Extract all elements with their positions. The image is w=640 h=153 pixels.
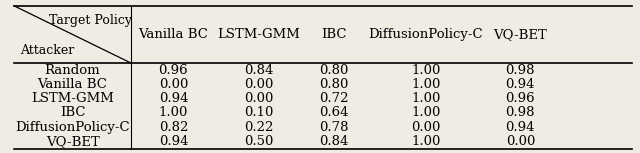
Text: 0.94: 0.94: [159, 92, 188, 105]
Text: 0.98: 0.98: [506, 106, 535, 119]
Text: 0.78: 0.78: [319, 121, 349, 134]
Text: 0.98: 0.98: [506, 64, 535, 77]
Text: 1.00: 1.00: [411, 106, 440, 119]
Text: 0.94: 0.94: [506, 121, 535, 134]
Text: 0.00: 0.00: [506, 135, 535, 148]
Text: DiffusionPolicy-C: DiffusionPolicy-C: [15, 121, 130, 134]
Text: DiffusionPolicy-C: DiffusionPolicy-C: [369, 28, 483, 41]
Text: Random: Random: [45, 64, 100, 77]
Text: 0.94: 0.94: [506, 78, 535, 91]
Text: IBC: IBC: [321, 28, 347, 41]
Text: IBC: IBC: [60, 106, 85, 119]
Text: 0.50: 0.50: [244, 135, 273, 148]
Text: 0.00: 0.00: [159, 78, 188, 91]
Text: 0.96: 0.96: [506, 92, 535, 105]
Text: 0.00: 0.00: [244, 78, 273, 91]
Text: 0.22: 0.22: [244, 121, 273, 134]
Text: 0.00: 0.00: [411, 121, 440, 134]
Text: 0.10: 0.10: [244, 106, 273, 119]
Text: 0.96: 0.96: [159, 64, 188, 77]
Text: 0.64: 0.64: [319, 106, 349, 119]
Text: 0.84: 0.84: [244, 64, 273, 77]
Text: 1.00: 1.00: [411, 92, 440, 105]
Text: 1.00: 1.00: [411, 78, 440, 91]
Text: 0.94: 0.94: [159, 135, 188, 148]
Text: 1.00: 1.00: [411, 135, 440, 148]
Text: 0.72: 0.72: [319, 92, 349, 105]
Text: 0.82: 0.82: [159, 121, 188, 134]
Text: Target Policy: Target Policy: [49, 14, 131, 27]
Text: LSTM-GMM: LSTM-GMM: [217, 28, 300, 41]
Text: Vanilla BC: Vanilla BC: [38, 78, 108, 91]
Text: 1.00: 1.00: [411, 64, 440, 77]
Text: 0.80: 0.80: [319, 64, 349, 77]
Text: VQ-BET: VQ-BET: [45, 135, 99, 148]
Text: 0.80: 0.80: [319, 78, 349, 91]
Text: VQ-BET: VQ-BET: [493, 28, 547, 41]
Text: 1.00: 1.00: [159, 106, 188, 119]
Text: Attacker: Attacker: [20, 45, 74, 58]
Text: LSTM-GMM: LSTM-GMM: [31, 92, 114, 105]
Text: Vanilla BC: Vanilla BC: [138, 28, 209, 41]
Text: 0.00: 0.00: [244, 92, 273, 105]
Text: 0.84: 0.84: [319, 135, 349, 148]
